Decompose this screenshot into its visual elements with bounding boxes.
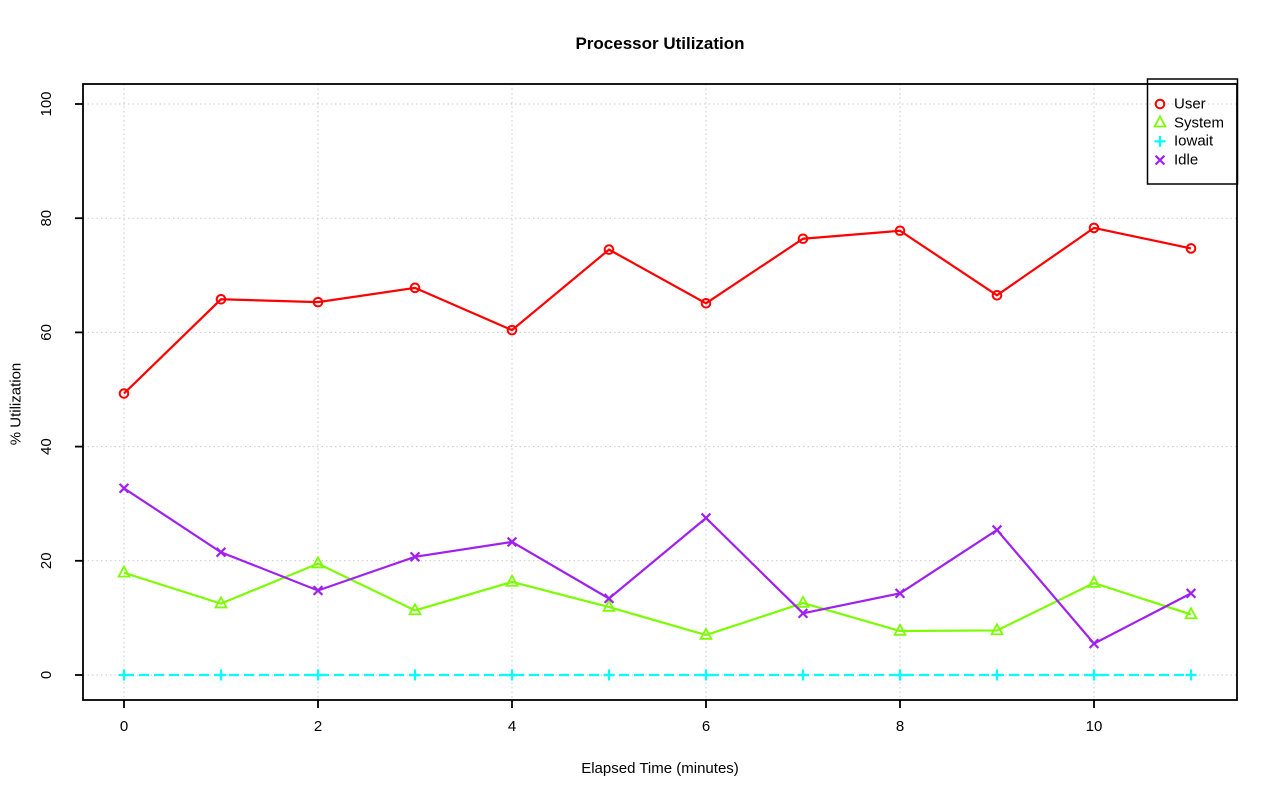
circle-marker <box>1154 98 1166 110</box>
x-tick-label: 4 <box>508 718 516 735</box>
circle-marker <box>118 388 130 399</box>
plus-marker <box>797 669 809 681</box>
circle-marker <box>506 324 518 336</box>
triangle-marker <box>505 573 519 587</box>
x-marker <box>1088 638 1100 649</box>
circle-marker <box>312 296 324 308</box>
circle-marker <box>215 293 227 305</box>
x-tick-label: 6 <box>702 718 710 735</box>
series-line-user <box>123 226 1192 395</box>
plus-marker <box>603 669 615 681</box>
x-marker <box>1185 588 1197 599</box>
legend-label-user: User <box>1174 95 1206 113</box>
plus-marker <box>118 669 130 681</box>
legend-label-idle: Idle <box>1174 151 1199 169</box>
y-tick-label: 80 <box>38 210 55 227</box>
triangle-marker <box>602 598 616 612</box>
triangle-marker <box>214 595 228 609</box>
x-marker <box>409 551 421 562</box>
plus-marker <box>1185 669 1197 681</box>
legend-label-system: System <box>1174 114 1225 132</box>
circle-marker <box>409 282 421 294</box>
circle-marker <box>1088 222 1100 234</box>
x-marker <box>991 524 1003 536</box>
x-marker <box>1154 154 1166 166</box>
plot-border <box>82 83 1238 701</box>
x-marker <box>894 588 906 599</box>
circle-marker <box>894 225 906 237</box>
y-tick-label: 60 <box>38 324 55 341</box>
x-marker <box>700 512 712 524</box>
triangle-marker <box>1087 574 1101 588</box>
y-axis-label: % Utilization <box>7 362 25 446</box>
x-tick-label: 0 <box>120 718 128 735</box>
plus-marker <box>215 669 227 681</box>
circle-marker <box>603 244 615 255</box>
y-tick-label: 0 <box>38 671 55 679</box>
plus-marker <box>312 669 324 681</box>
x-marker <box>506 536 518 548</box>
triangle-marker <box>699 626 713 640</box>
y-tick-label: 20 <box>38 552 55 569</box>
plus-marker <box>991 669 1003 681</box>
plus-marker <box>1154 135 1166 147</box>
triangle-marker <box>893 622 907 636</box>
triangle-marker <box>117 564 131 578</box>
plus-marker <box>894 669 906 681</box>
legend-label-iowait: Iowait <box>1174 132 1214 150</box>
x-tick-label: 2 <box>314 718 322 735</box>
x-tick-label: 10 <box>1086 718 1103 735</box>
triangle-marker <box>1153 114 1167 128</box>
plus-marker <box>409 669 421 681</box>
x-marker <box>118 483 130 494</box>
circle-marker <box>991 289 1003 301</box>
plus-marker <box>1088 669 1100 681</box>
circle-marker <box>700 297 712 309</box>
chart-title: Processor Utilization <box>575 34 745 53</box>
x-axis-label: Elapsed Time (minutes) <box>581 760 739 777</box>
legend-box <box>1146 78 1239 185</box>
y-tick-label: 40 <box>38 438 55 455</box>
y-tick-label: 100 <box>38 91 55 116</box>
triangle-marker <box>1184 606 1198 620</box>
triangle-marker <box>408 602 422 616</box>
x-marker <box>603 593 615 604</box>
triangle-marker <box>990 622 1004 636</box>
x-tick-label: 8 <box>896 718 904 735</box>
plus-marker <box>700 669 712 681</box>
triangle-marker <box>311 555 325 569</box>
series-line-system <box>123 562 1192 637</box>
plus-marker <box>506 669 518 681</box>
x-marker <box>312 585 324 596</box>
x-marker <box>215 547 227 558</box>
circle-marker <box>1185 243 1197 254</box>
x-marker <box>797 608 809 619</box>
series-line-idle <box>123 487 1192 645</box>
triangle-marker <box>796 594 810 608</box>
circle-marker <box>797 233 809 245</box>
